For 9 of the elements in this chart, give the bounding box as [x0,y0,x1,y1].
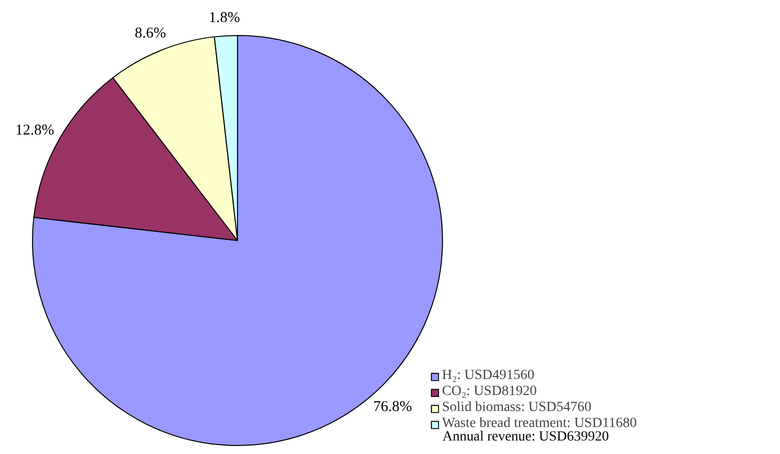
data-label: 1.8% [208,10,240,26]
legend-label: CO₂: USD81920 [442,384,537,400]
data-label: 8.6% [134,26,166,42]
legend-label: Waste bread treatment: USD11680 [442,416,637,431]
text: Annual revenue: USD639920 [442,430,609,444]
legend-label: Solid biomass: USD54760 [442,400,592,416]
legend-label: H₂: USD491560 [442,368,534,384]
data-label: 76.8% [373,398,412,415]
data-label: 12.8% [15,122,54,139]
